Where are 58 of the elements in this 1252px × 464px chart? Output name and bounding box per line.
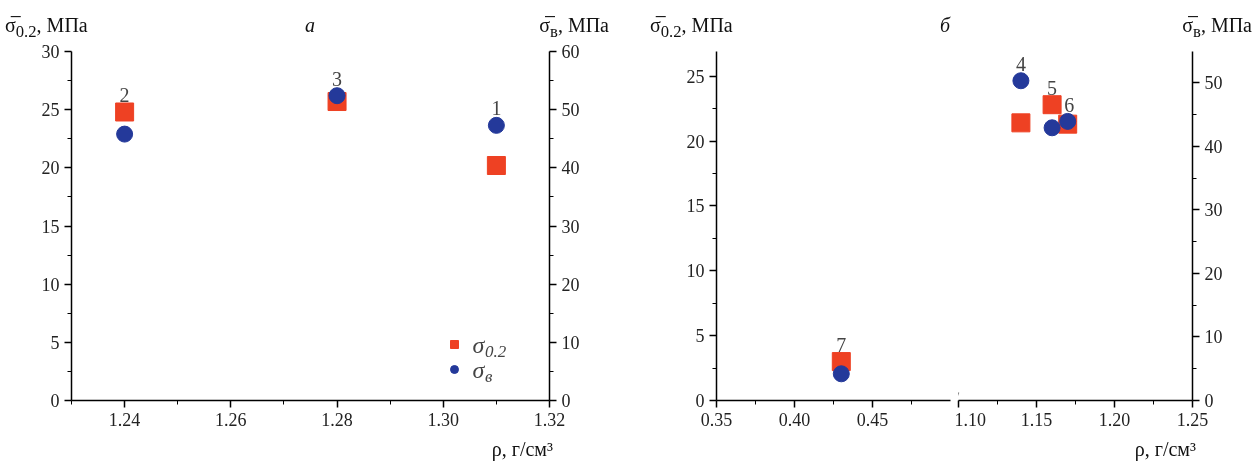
- chart-title: a: [305, 14, 315, 36]
- annotation: 7: [836, 333, 847, 356]
- x-tick-label: 1.20: [1098, 409, 1131, 430]
- x-tick-label: 1.32: [533, 409, 566, 430]
- point: [116, 125, 134, 143]
- y2-axis-title: σ̅$_{в}$, МПа: [1182, 14, 1252, 43]
- y-tick-label: 0: [50, 391, 60, 411]
- y2-tick-label: 50: [561, 100, 580, 121]
- y2-axis-title: σ̅$_{в}$, МПа: [539, 14, 609, 43]
- x-tick-label: 1.28: [321, 409, 353, 430]
- y-tick-label: 5: [695, 326, 705, 347]
- x-tick-label: 1.26: [215, 409, 247, 430]
- x-tick-label: 0.45: [856, 409, 889, 430]
- y2-tick-label: 0: [1204, 391, 1214, 411]
- y-tick-label: 30: [41, 42, 60, 62]
- y-axis-title: σ̅$_{0.2}$, МПа: [650, 14, 733, 43]
- y-tick-label: 25: [686, 66, 705, 87]
- y-tick-label: 10: [686, 261, 705, 282]
- y-tick-label: 15: [686, 196, 705, 217]
- y2-tick-label: 50: [1204, 73, 1223, 94]
- point: [115, 102, 135, 122]
- annotation: 1: [491, 96, 502, 119]
- annotation: 4: [1015, 53, 1026, 76]
- annotation: 5: [1047, 76, 1058, 99]
- y2-tick-label: 20: [1204, 263, 1223, 284]
- y-tick-label: 5: [50, 332, 60, 353]
- x-tick-label: 0.35: [700, 409, 733, 430]
- y-tick-label: 0: [695, 391, 705, 411]
- annotation: 6: [1064, 93, 1075, 116]
- x-tick-label: 1.24: [108, 409, 141, 430]
- x-axis-title: ρ, г/см³: [1134, 438, 1196, 460]
- y2-tick-label: 30: [1204, 200, 1223, 221]
- y-tick-label: 25: [41, 100, 60, 121]
- y2-tick-label: 30: [561, 216, 580, 237]
- y-tick-label: 20: [41, 158, 60, 179]
- point: [487, 116, 505, 134]
- y2-tick-label: 40: [561, 158, 580, 179]
- y2-tick-label: 20: [561, 274, 580, 295]
- annotation: 2: [119, 83, 130, 106]
- y-tick-label: 10: [41, 274, 60, 295]
- x-axis-title: ρ, г/см³: [491, 438, 553, 460]
- y-tick-label: 20: [686, 131, 705, 152]
- y-axis-title: σ̅$_{0.2}$, МПа: [5, 14, 88, 43]
- y2-tick-label: 10: [561, 332, 580, 353]
- x-tick-label: 1.25: [1176, 409, 1209, 430]
- x-tick-label: 0.40: [778, 409, 811, 430]
- point: [486, 156, 506, 176]
- annotation: 3: [332, 67, 343, 90]
- y2-tick-label: 60: [561, 42, 580, 62]
- y2-tick-label: 10: [1204, 327, 1223, 348]
- y2-tick-label: 0: [561, 391, 571, 411]
- x-tick-label: 1.30: [427, 409, 460, 430]
- x-tick-label: 1.10: [954, 409, 986, 430]
- y-tick-label: 15: [41, 216, 60, 237]
- y2-tick-label: 40: [1204, 136, 1223, 157]
- x-tick-label: 1.15: [1020, 409, 1053, 430]
- chart-title: б: [939, 14, 950, 36]
- point: [328, 87, 346, 105]
